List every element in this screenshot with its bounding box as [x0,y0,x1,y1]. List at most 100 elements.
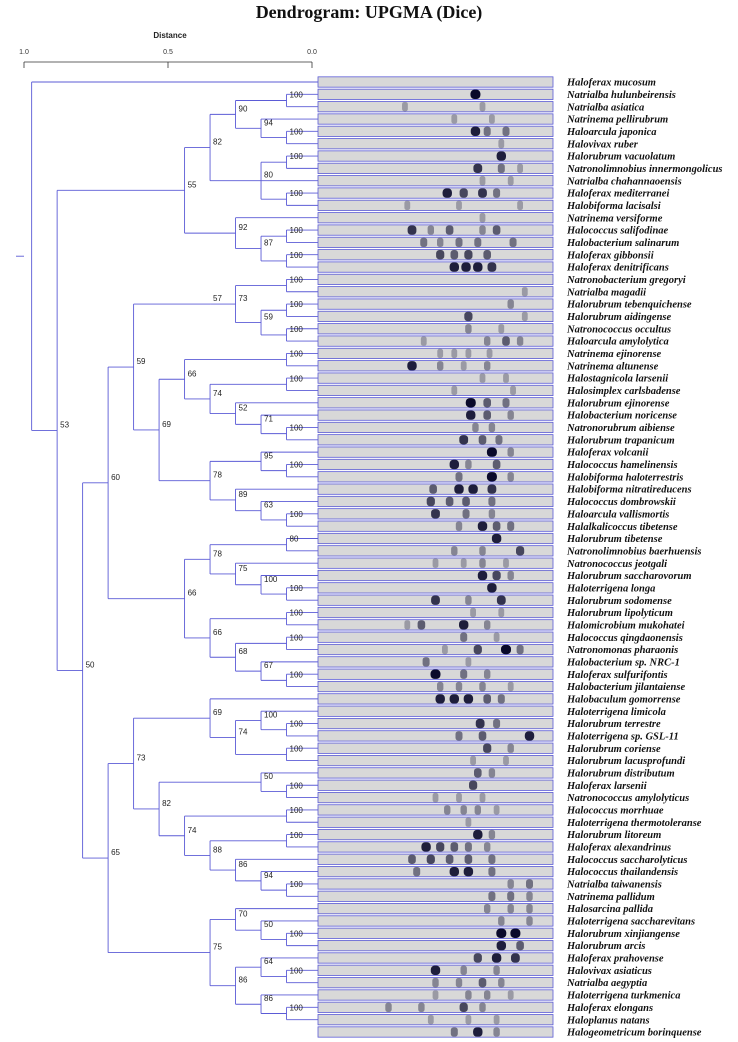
gel-band [474,768,482,778]
gel-band [521,287,528,297]
taxon-label: Halomicrobium mukohatei [566,620,685,631]
gel-lane [317,680,554,693]
gel-band [493,188,501,198]
gel-band [473,829,483,840]
taxon-label: Natronobacterium gregoryi [566,275,686,286]
gel-band [404,620,411,630]
gel-band [496,928,507,938]
gel-band [422,657,430,667]
bootstrap-label: 95 [264,451,273,460]
gel-band [507,743,514,753]
gel-band [516,644,524,655]
gel-lane [317,261,554,273]
gel-band [517,200,523,211]
gel-band [493,805,500,815]
bootstrap-label: 75 [239,564,248,573]
taxon-label: Halorubrum litoreum [566,830,661,841]
gel-band [496,151,506,161]
bootstrap-label: 66 [188,369,197,378]
gel-band [516,546,525,556]
bootstrap-label: 69 [213,708,222,717]
gel-band [449,262,459,272]
gel-lane [317,582,554,594]
taxon-label: Halorubrum ejinorense [566,398,670,409]
gel-band [487,484,497,494]
bootstrap-label: 100 [290,461,304,470]
taxon-label: Natrinema pallidum [566,892,655,903]
gel-band [507,570,514,581]
bootstrap-label: 100 [290,966,304,975]
gel-lane [317,853,554,865]
taxon-label: Halorubrum tebenquichense [566,300,692,311]
gel-band [465,1014,472,1025]
gel-lane [317,323,554,335]
bootstrap-label: 50 [264,920,273,929]
gel-band [521,311,528,322]
taxon-label: Haloferax alexandrinus [566,843,671,854]
gel-band [483,250,491,260]
gel-lane [317,606,554,619]
gel-band [526,879,533,889]
taxon-label: Halosimplex carlsbadense [566,386,681,397]
taxon-label: Halococcus dombrowskii [566,497,676,508]
gel-lane [317,532,554,545]
gel-band [483,694,491,704]
taxon-label: Haloferax sulfurifontis [566,670,668,681]
bootstrap-label: 100 [290,609,304,618]
gel-band [479,792,486,803]
bootstrap-label: 78 [213,471,222,480]
bootstrap-label: 100 [290,670,304,679]
taxon-label: Halococcus saccharolyticus [566,855,687,866]
bootstrap-label: 60 [111,473,120,482]
gel-band [442,644,448,655]
taxon-label: Halovivax ruber [566,139,639,150]
taxon-label: Halovivax asiaticus [566,966,652,977]
gel-band [511,953,520,963]
taxon-label: Halobiforma nitratireducens [566,485,692,496]
bootstrap-label: 59 [137,357,146,366]
gel-band [455,472,463,482]
bootstrap-label: 50 [86,660,95,669]
gel-lane [317,175,554,187]
gel-lane [317,125,554,137]
gel-band [460,558,467,568]
bootstrap-label: 100 [290,128,304,137]
bootstrap-label: 73 [137,754,146,763]
gel-band [488,866,496,877]
bootstrap-label: 100 [290,374,304,383]
gel-band [435,694,445,704]
gel-lane [317,286,554,298]
taxon-label: Halorubrum distributum [566,769,675,780]
gel-band [460,361,467,371]
gel-band [454,484,464,494]
bootstrap-label: 80 [290,535,299,544]
gel-band [437,237,444,248]
gel-band [496,940,506,951]
bootstrap-label: 100 [290,300,304,309]
gel-band [479,373,486,383]
gel-band [478,188,487,198]
gel-band [450,1027,458,1037]
bootstrap-label: 50 [264,772,273,781]
gel-band [507,176,514,186]
gel-band [484,336,491,346]
taxon-label: Halostagnicola larsenii [566,374,668,385]
bootstrap-label: 100 [264,710,278,719]
gel-band [459,620,469,630]
taxon-label: Halobacterium salinarum [566,238,679,249]
taxon-label: Halobacterium noricense [566,411,677,422]
gel-band [479,1002,486,1012]
gel-band [479,102,486,112]
gel-band [483,743,492,753]
gel-band [488,829,496,840]
gel-band [402,102,408,112]
gel-band [473,163,483,174]
gel-band [462,496,470,507]
gel-band [488,854,496,864]
gel-band [498,607,505,618]
taxon-label: Natronolimnobius innermongolicus [566,164,723,175]
gel-lane [317,903,554,915]
gel-band [436,842,445,852]
gel-band [464,854,473,864]
taxon-label: Halococcus morrhuae [566,806,664,817]
